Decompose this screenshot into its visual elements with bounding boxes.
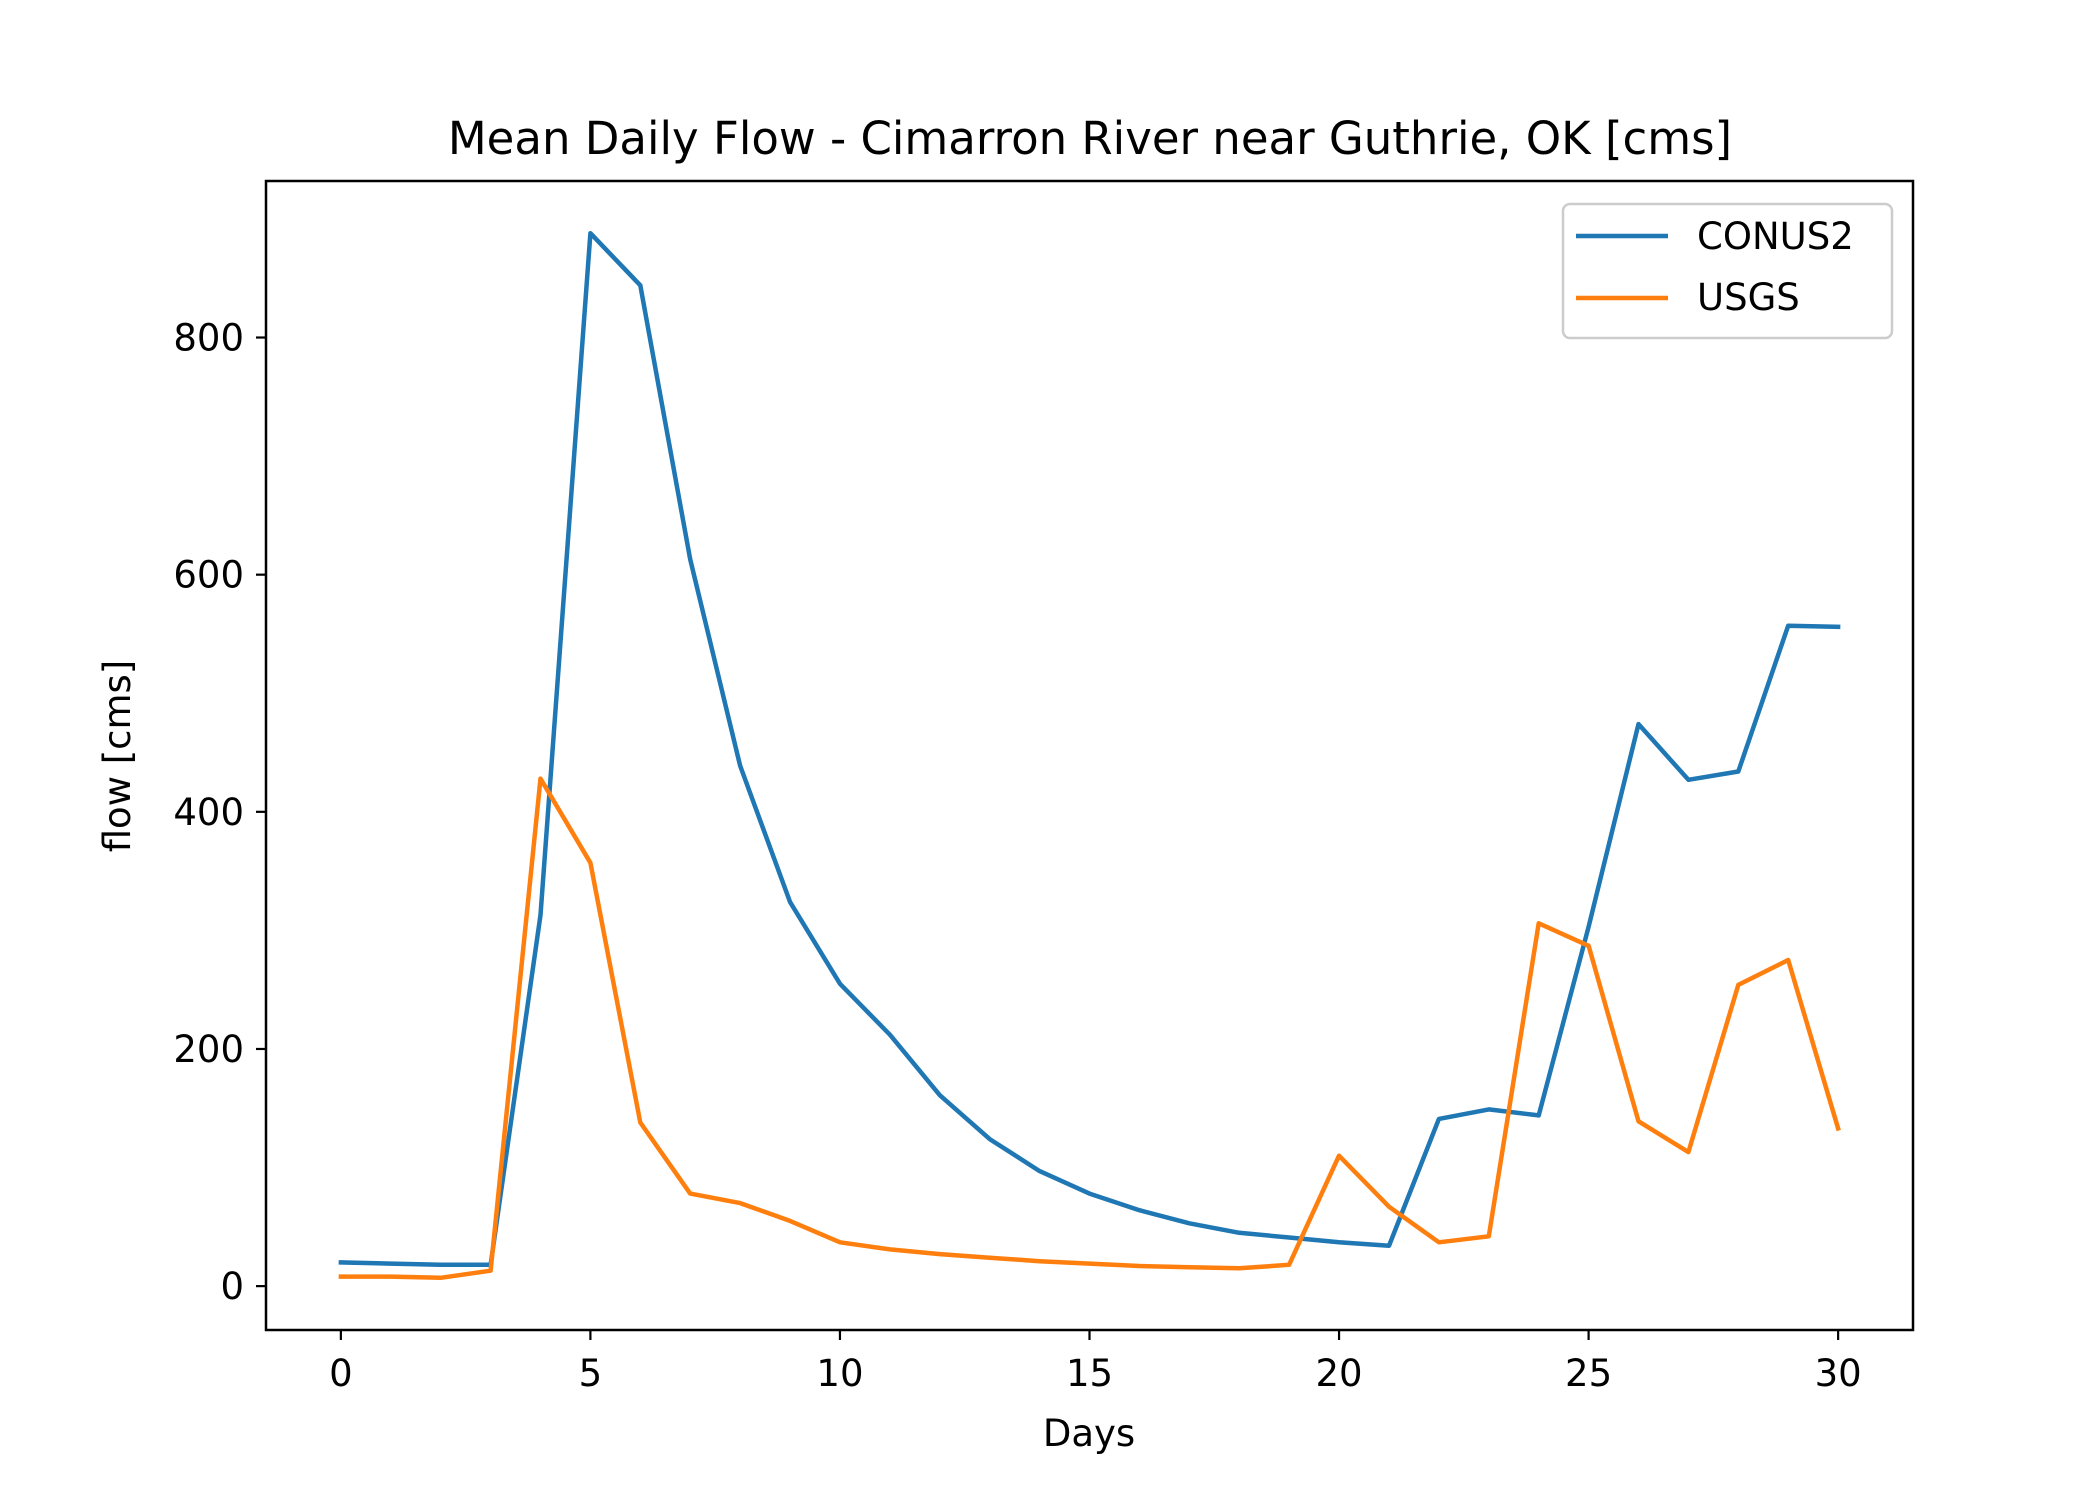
legend-label-conus2: CONUS2 bbox=[1697, 215, 1854, 258]
x-tick-label: 0 bbox=[329, 1352, 353, 1395]
legend: CONUS2 USGS bbox=[1561, 202, 1894, 340]
legend-label-usgs: USGS bbox=[1697, 276, 1800, 319]
x-axis-ticks: 0 5 10 15 20 25 30 bbox=[329, 1330, 1862, 1395]
chart-title: Mean Daily Flow - Cimarron River near Gu… bbox=[448, 112, 1732, 165]
x-tick-label: 15 bbox=[1066, 1352, 1113, 1395]
series-lines bbox=[338, 230, 1841, 1281]
y-axis-label: flow [cms] bbox=[96, 660, 139, 853]
x-tick-label: 5 bbox=[579, 1352, 603, 1395]
y-tick-label: 200 bbox=[173, 1028, 244, 1071]
y-axis-ticks: 0 200 400 600 800 bbox=[173, 317, 266, 1308]
series-line-conus2 bbox=[338, 230, 1841, 1268]
x-tick-label: 25 bbox=[1565, 1352, 1612, 1395]
x-tick-label: 20 bbox=[1315, 1352, 1362, 1395]
x-axis-label: Days bbox=[1043, 1412, 1135, 1455]
y-tick-label: 800 bbox=[173, 317, 244, 360]
y-tick-label: 600 bbox=[173, 554, 244, 597]
y-tick-label: 0 bbox=[220, 1265, 244, 1308]
x-tick-label: 30 bbox=[1815, 1352, 1862, 1395]
y-tick-label: 400 bbox=[173, 791, 244, 834]
x-tick-label: 10 bbox=[816, 1352, 863, 1395]
series-line-usgs bbox=[338, 776, 1841, 1281]
